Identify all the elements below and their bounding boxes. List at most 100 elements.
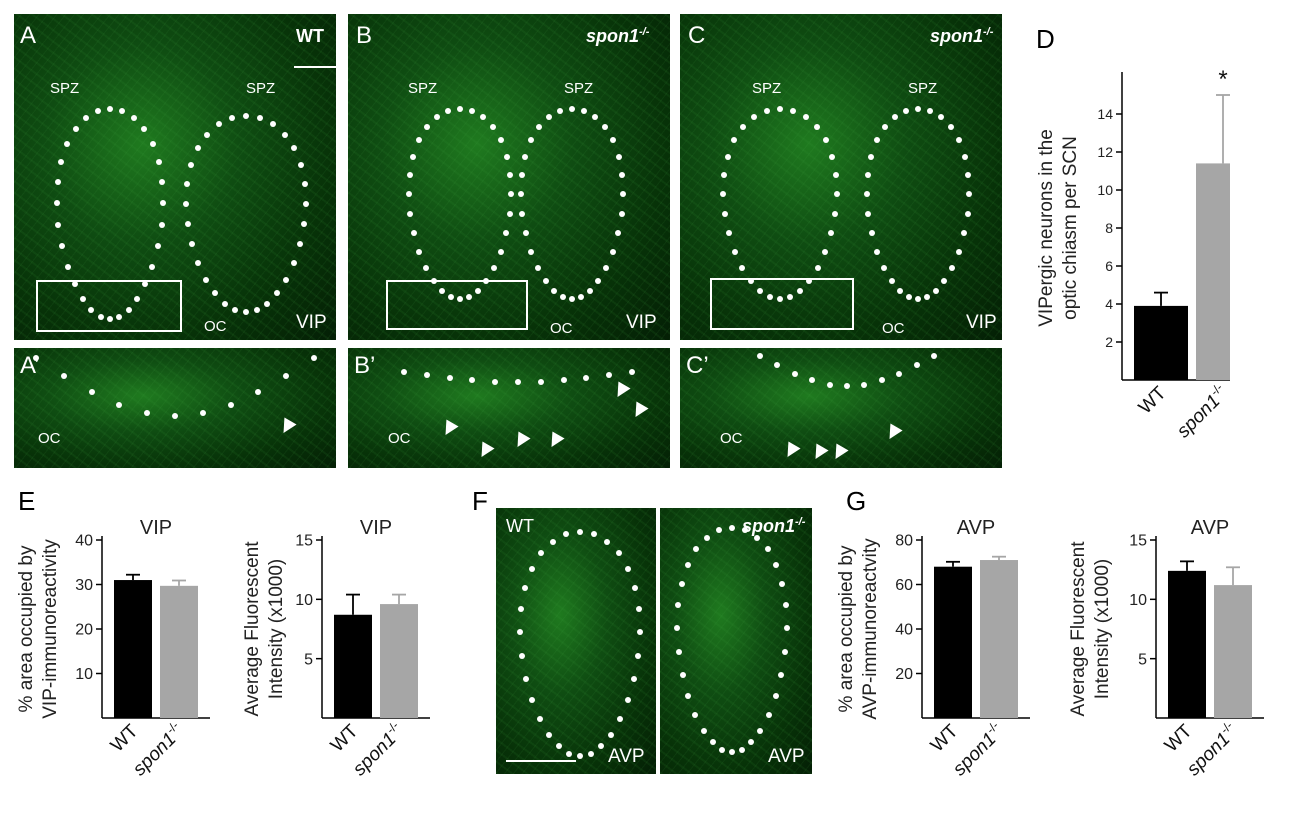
- outline-dot: [517, 191, 524, 198]
- border-dot: [774, 362, 781, 369]
- outline-dot: [604, 538, 611, 545]
- border-dot: [255, 389, 262, 396]
- outline-dot: [54, 178, 61, 185]
- outline-dot: [757, 287, 764, 294]
- outline-dot: [828, 153, 835, 160]
- border-dot: [791, 370, 798, 377]
- outline-dot: [562, 531, 569, 538]
- outline-dot: [160, 200, 167, 207]
- outline-dot: [933, 287, 939, 294]
- outline-dot: [778, 671, 785, 678]
- outline-dot: [64, 263, 71, 270]
- outline-dot: [915, 296, 921, 302]
- outline-dot: [675, 602, 682, 609]
- outline-dot: [503, 230, 510, 237]
- border-dot: [515, 379, 521, 385]
- outline-dot: [766, 293, 773, 300]
- outline-dot: [527, 137, 534, 144]
- y-axis-label: Intensity (x1000): [266, 559, 287, 699]
- outline-dot: [790, 108, 797, 115]
- micrograph-c: spon1-/- SPZ SPZ OC VIP: [680, 14, 1002, 340]
- outline-dot: [955, 248, 962, 255]
- inset-micrograph-c-prime: OC: [680, 348, 1002, 468]
- outline-dot: [457, 106, 463, 112]
- outline-dot: [880, 264, 887, 271]
- micrograph-f-ko: spon1-/- AVP: [660, 508, 812, 774]
- border-dot: [492, 378, 499, 385]
- outline-dot: [787, 293, 794, 300]
- outline-dot: [814, 264, 821, 271]
- panel-letter-c-prime: C’: [686, 352, 709, 379]
- outline-dot: [202, 276, 209, 283]
- outline-dot: [195, 260, 202, 266]
- bar-wt: [114, 580, 152, 718]
- outline-dot: [405, 191, 412, 198]
- y-axis-label: Average Fluorescent: [242, 541, 263, 717]
- panel-letter-e: E: [18, 486, 36, 516]
- outline-dot: [491, 264, 498, 271]
- outline-dot: [927, 108, 934, 115]
- outline-dot: [438, 287, 445, 294]
- genotype-label: WT: [506, 516, 534, 536]
- border-dot: [826, 381, 833, 388]
- x-tick-label: WT: [1135, 382, 1171, 418]
- outline-dot: [722, 210, 729, 217]
- outline-dot: [587, 750, 594, 757]
- outline-dot: [107, 316, 113, 322]
- outline-dot: [616, 550, 623, 557]
- outline-dot: [888, 277, 895, 284]
- y-tick-label: 5: [304, 651, 313, 668]
- outline-dot: [739, 264, 746, 271]
- outline-dot: [416, 248, 423, 255]
- outline-dot: [603, 264, 610, 271]
- outline-dot: [534, 264, 541, 271]
- oc-label: OC: [550, 320, 573, 337]
- oc-label: OC: [38, 430, 61, 447]
- outline-dot: [194, 145, 201, 152]
- outline-dot: [283, 276, 290, 283]
- outline-dot: [941, 277, 948, 284]
- outline-dot: [536, 715, 543, 722]
- outline-dot: [410, 230, 417, 237]
- outline-dot: [545, 114, 552, 121]
- panel-letter-a-prime: A’: [20, 352, 40, 379]
- outline-dot: [535, 124, 542, 131]
- scale-bar: [294, 66, 336, 68]
- chart-g-intensity: 5 10 15 Average Fluorescent Intensity (x1000…: [1068, 517, 1264, 780]
- outline-dot: [636, 606, 643, 613]
- outline-dot: [134, 295, 141, 302]
- outline-dot: [763, 108, 770, 115]
- outline-dot: [58, 158, 65, 165]
- outline-dot: [188, 241, 195, 248]
- outline-dot: [406, 171, 413, 178]
- outline-dot: [833, 191, 840, 198]
- outline-dot: [764, 546, 771, 553]
- border-dot: [931, 353, 937, 359]
- marker-label: AVP: [608, 746, 645, 767]
- marker-label: AVP: [768, 746, 805, 767]
- outline-dot: [675, 648, 682, 655]
- outline-dot: [158, 221, 165, 228]
- y-tick-label: 6: [1105, 258, 1113, 274]
- x-tick-label: spon1-/-: [347, 719, 409, 781]
- outline-dot: [725, 230, 732, 237]
- outline-dot: [779, 581, 786, 587]
- outline-dot: [865, 210, 872, 217]
- outline-dot: [625, 566, 632, 573]
- outline-dot: [684, 562, 691, 569]
- outline-dot: [569, 296, 575, 302]
- y-tick-label: 10: [1129, 592, 1147, 609]
- outline-dot: [948, 124, 955, 131]
- chart-g-area: 20 40 60 80 % area occupied by AVP-immunoreac…: [836, 517, 1030, 780]
- outline-dot: [796, 287, 803, 294]
- outline-dot: [302, 180, 309, 187]
- outline-dot: [881, 124, 888, 131]
- outline-dot: [232, 306, 239, 313]
- scale-bar: [506, 760, 576, 762]
- y-tick-label: 10: [1097, 182, 1113, 198]
- spz-label-right: SPZ: [246, 80, 276, 97]
- outline-dot: [587, 287, 593, 294]
- outline-dot: [777, 296, 783, 302]
- chart-title: AVP: [957, 517, 996, 539]
- outline-dot: [555, 743, 562, 750]
